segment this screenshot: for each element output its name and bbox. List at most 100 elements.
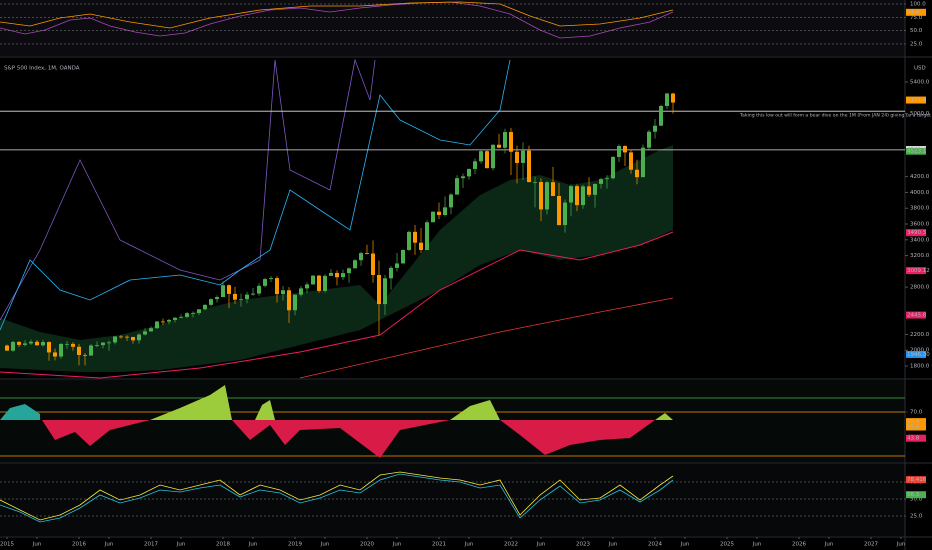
stoch-d — [0, 473, 674, 523]
y-tick-label: 2000.0 — [910, 348, 930, 354]
x-tick-label: Jun — [824, 542, 834, 548]
x-tick-label: Jun — [392, 542, 402, 548]
candle-body — [203, 304, 207, 310]
x-tick-label: 2017 — [144, 542, 158, 548]
y-tick-label: 3200.0 — [910, 253, 930, 259]
candle-body — [281, 290, 285, 295]
x-tick-label: Jun — [464, 542, 474, 548]
top-indicator-line — [0, 1, 674, 39]
y-tick-label: 3600.0 — [910, 222, 930, 228]
candle-body — [569, 186, 573, 203]
candle-body — [389, 267, 393, 279]
candle-body — [491, 144, 495, 169]
x-tick-label: 2022 — [504, 542, 518, 548]
candle-body — [485, 151, 489, 169]
candle-body — [53, 352, 57, 357]
candle-body — [587, 186, 591, 195]
candle-body — [293, 294, 297, 311]
candle-body — [395, 263, 399, 268]
price-tag — [906, 96, 926, 104]
candle-body — [515, 151, 519, 163]
price-tag — [906, 267, 926, 275]
candle-body — [299, 288, 303, 295]
x-tick-label: Jun — [176, 542, 186, 548]
candle-body — [323, 275, 327, 291]
candle-body — [71, 343, 75, 347]
x-tick-label: Jun — [248, 542, 258, 548]
candle-body — [251, 293, 255, 295]
currency: USD — [914, 66, 926, 72]
candle-body — [437, 211, 441, 216]
x-tick-label: 2015 — [0, 542, 14, 548]
candle-body — [23, 343, 27, 345]
candle-body — [599, 179, 603, 184]
price-tag-label: 84.4 — [907, 10, 920, 16]
purple-indicator — [0, 58, 376, 321]
candle-body — [233, 293, 237, 300]
x-tick-label: Jun — [752, 542, 762, 548]
candle-body — [539, 182, 543, 210]
candle-body — [305, 284, 309, 289]
price-tag-label: 2445.8 — [907, 313, 927, 319]
y-tick-label: 25.0 — [910, 41, 923, 47]
candle-body — [419, 242, 423, 251]
candle-body — [467, 168, 471, 177]
candle-body — [629, 152, 633, 170]
candle-body — [611, 156, 615, 179]
y-tick-label: 2800.0 — [910, 285, 930, 291]
price-tag — [906, 147, 926, 155]
candle-body — [137, 334, 141, 341]
price-tag — [906, 476, 926, 484]
candle-body — [257, 285, 261, 294]
candle-body — [443, 207, 447, 216]
candle-body — [605, 178, 609, 180]
osc-lines — [0, 397, 905, 457]
candle-body — [89, 345, 93, 356]
price-tag — [906, 229, 926, 237]
candle-body — [11, 341, 15, 351]
x-tick-label: 2016 — [72, 542, 86, 548]
candle-body — [347, 268, 351, 274]
candle-body — [527, 150, 531, 183]
y-tick-label: 4000.0 — [910, 190, 930, 196]
candle-body — [557, 196, 561, 226]
candle-body — [551, 182, 555, 197]
candle-body — [545, 182, 549, 210]
candle-body — [221, 285, 225, 298]
candle-body — [509, 132, 513, 152]
x-tick-label: Jun — [104, 542, 114, 548]
y-tick-label: 70.0 — [910, 410, 923, 416]
osc-red — [42, 420, 655, 458]
candle-body — [17, 341, 21, 345]
candle-body — [623, 145, 627, 153]
price-tag-label: 4523.1 — [907, 149, 926, 155]
candle-body — [227, 285, 231, 294]
candle-body — [29, 341, 33, 344]
candle-body — [575, 186, 579, 206]
candle-body — [155, 321, 159, 329]
price-tag — [906, 8, 926, 16]
y-tick-label: 50.0 — [910, 497, 923, 503]
candle-body — [263, 279, 267, 286]
candle-body — [425, 222, 429, 251]
x-tick-label: 2021 — [432, 542, 446, 548]
stoch-pane-bg — [0, 464, 905, 536]
x-tick-label: Jun — [608, 542, 618, 548]
candle-body — [635, 169, 639, 178]
price-tag — [906, 418, 926, 426]
y-tick-label: 4200.0 — [910, 174, 930, 180]
candle-body — [197, 309, 201, 313]
candle-body — [341, 273, 345, 278]
candle-body — [179, 316, 183, 318]
annotation: Taking this low out will form a bear div… — [739, 113, 932, 119]
price-tag-label: 55.0 — [907, 425, 920, 431]
candle-body — [95, 345, 99, 346]
candle-body — [521, 150, 525, 163]
candle-body — [671, 93, 675, 103]
osc-cyan — [0, 404, 40, 420]
candle-body — [41, 342, 45, 346]
price-tag — [906, 434, 926, 442]
x-tick-label: Jun — [320, 542, 330, 548]
candle-body — [101, 342, 105, 346]
